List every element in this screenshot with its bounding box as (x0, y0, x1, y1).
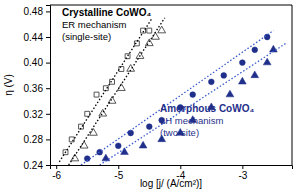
point (80, 141, 88, 148)
tick-label: 0.40 (24, 57, 44, 68)
annotation: Crystalline CoWO₄ (62, 7, 151, 18)
tick-mark (46, 88, 50, 89)
tick: -5 (114, 165, 123, 181)
tick: 0.48 (24, 6, 50, 17)
tick-label: 0.48 (24, 6, 44, 17)
tick-mark (46, 63, 50, 64)
tick: -3 (238, 165, 247, 181)
y-axis-title: η (V) (3, 74, 14, 96)
tick-label: -3 (238, 170, 247, 181)
frame (50, 5, 292, 6)
tick-label: 0.44 (24, 32, 44, 43)
point (239, 60, 245, 66)
tick-label: -6 (52, 170, 61, 181)
fit-line (81, 31, 273, 165)
tick-label: -5 (114, 170, 123, 181)
tick: 0.24 (24, 160, 50, 171)
point (121, 148, 129, 155)
chart: -6-5-4-30.240.280.320.360.400.440.48log … (0, 0, 298, 189)
point (102, 154, 110, 161)
annotation: (two-site) (160, 127, 199, 138)
point (221, 73, 227, 79)
annotation: Amorphous CoWO₄ (160, 103, 254, 114)
point (115, 143, 121, 149)
axis-line (46, 6, 51, 166)
tick-mark (118, 165, 119, 169)
tick-mark (56, 165, 57, 169)
point (147, 28, 152, 33)
point (238, 77, 246, 84)
point (251, 71, 259, 78)
annotation: ER mechanism (62, 19, 126, 30)
tick-mark (242, 165, 243, 169)
tick: 0.44 (24, 32, 50, 43)
plot: -6-5-4-30.240.280.320.360.400.440.48 (24, 5, 293, 181)
point (85, 111, 90, 116)
point (117, 84, 125, 91)
frame (292, 5, 293, 165)
point (252, 47, 258, 53)
annotation: (single-site) (62, 31, 111, 42)
point (226, 90, 234, 97)
tick-mark (46, 37, 50, 38)
tick: 0.36 (24, 83, 50, 94)
tick: 0.40 (24, 57, 50, 68)
tick: -6 (52, 165, 61, 181)
axis-line (51, 166, 293, 170)
point (99, 109, 107, 116)
tick-mark (46, 114, 50, 115)
point (139, 141, 147, 148)
tick-mark (46, 165, 50, 166)
point (94, 92, 99, 97)
tick: 0.32 (24, 109, 50, 120)
tick-label: 0.32 (24, 109, 44, 120)
tick-mark (180, 165, 181, 169)
tick-mark (46, 139, 50, 140)
x-axis-title: log [j/ (A/cm²)] (140, 178, 202, 189)
tick: 0.28 (24, 134, 50, 145)
point (145, 39, 153, 46)
tick-label: 0.28 (24, 134, 44, 145)
annotation: LH mechanism (160, 115, 223, 126)
tick-label: 0.24 (24, 160, 44, 171)
marks (59, 18, 285, 165)
fit-line (100, 43, 286, 165)
point (263, 58, 271, 65)
point (190, 92, 196, 98)
point (146, 124, 152, 130)
tick-mark (46, 11, 50, 12)
y-axis: 0.24 0.28 0.32 0.36 0.40 0.44 0.48 (24, 6, 51, 171)
tick-label: 0.36 (24, 83, 44, 94)
point (208, 79, 214, 85)
